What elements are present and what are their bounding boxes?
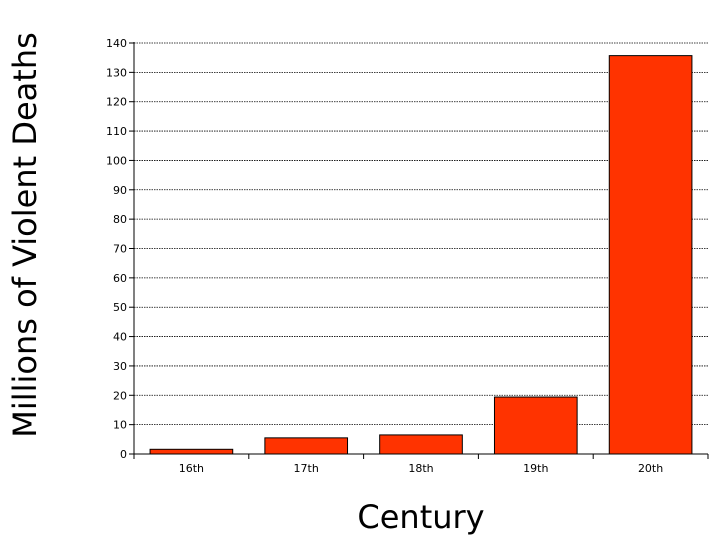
y-tick-label: 120 xyxy=(106,96,127,109)
y-tick-label: 110 xyxy=(106,125,127,138)
x-tick-label: 16th xyxy=(179,462,204,475)
bar-18th xyxy=(379,434,463,455)
y-tick-label: 30 xyxy=(113,360,127,373)
y-tick-label: 90 xyxy=(113,184,127,197)
y-tick-label: 140 xyxy=(106,37,127,50)
y-tick-label: 50 xyxy=(113,301,127,314)
y-tick-label: 60 xyxy=(113,272,127,285)
y-tick-label: 10 xyxy=(113,419,127,432)
y-tick-label: 130 xyxy=(106,66,127,79)
bar-19th xyxy=(493,396,578,455)
x-tick-label: 17th xyxy=(294,462,319,475)
x-tick-label: 19th xyxy=(523,462,548,475)
y-tick-label: 100 xyxy=(106,154,127,167)
x-tick-label: 20th xyxy=(638,462,663,475)
bar-17th xyxy=(264,437,349,455)
y-tick-label: 40 xyxy=(113,331,127,344)
x-tick-label: 18th xyxy=(408,462,433,475)
x-axis-title: Century xyxy=(357,498,485,536)
y-tick-label: 0 xyxy=(120,448,127,461)
y-tick-label: 70 xyxy=(113,243,127,256)
y-tick-label: 20 xyxy=(113,389,127,402)
y-tick-label: 80 xyxy=(113,213,127,226)
bar-16th xyxy=(149,448,234,455)
bar-20th xyxy=(608,55,693,455)
